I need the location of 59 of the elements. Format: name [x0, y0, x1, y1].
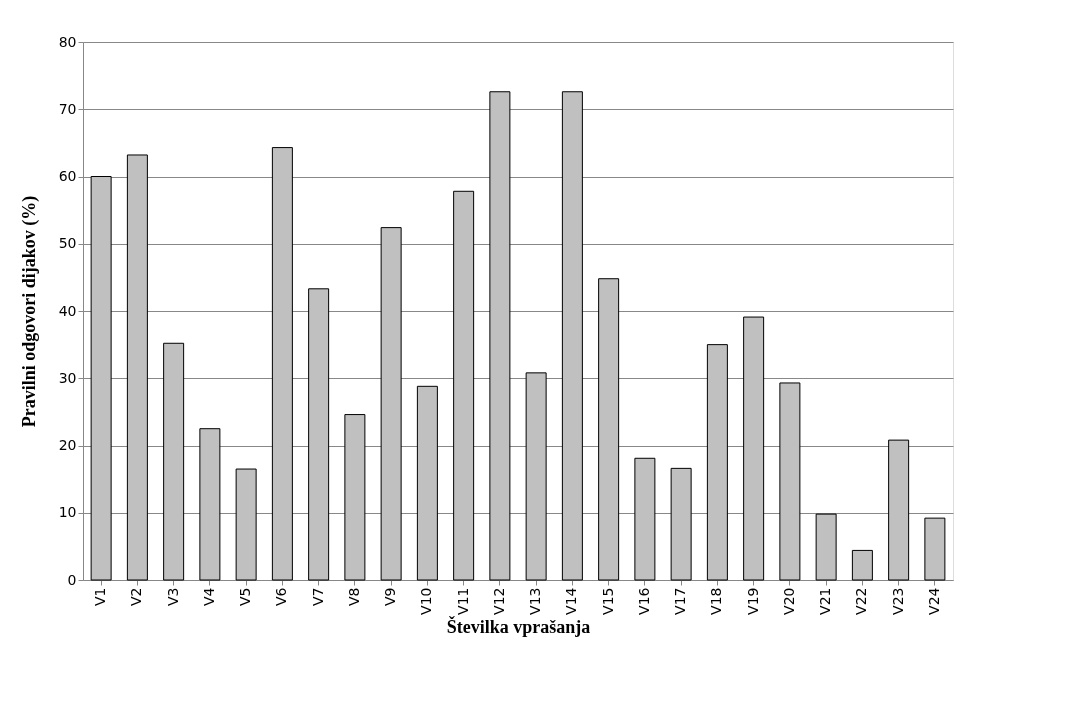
x-tick-label: V4 [200, 587, 217, 606]
x-tick-label: V8 [345, 587, 362, 606]
x-tick-label: V5 [237, 587, 254, 606]
x-tick-label: V2 [128, 587, 145, 606]
x-tick-label: V24 [925, 587, 942, 615]
x-tick-label: V10 [418, 587, 435, 615]
bar [634, 457, 656, 581]
x-tick-label: V7 [309, 587, 326, 606]
x-tick-label: V6 [273, 587, 290, 606]
y-tick-label: 50 [58, 235, 77, 252]
bar [815, 513, 837, 581]
y-tick-label: 10 [58, 504, 77, 521]
bar [888, 439, 910, 581]
bar [598, 278, 620, 581]
bar [924, 517, 946, 581]
x-axis-title: Številka vprašanja [446, 615, 591, 637]
x-tick-label: V21 [817, 587, 834, 615]
x-tick-label: V12 [490, 587, 507, 615]
y-tick-label: 0 [67, 571, 77, 588]
bar [561, 91, 583, 581]
bar [163, 342, 185, 581]
bar [271, 147, 293, 581]
x-tick-label: V3 [164, 587, 181, 606]
x-tick-label: V9 [382, 587, 399, 606]
y-tick-label: 20 [58, 437, 77, 453]
x-tick-label: V15 [599, 587, 616, 615]
y-tick-label: 60 [58, 168, 77, 184]
bar [453, 190, 475, 581]
bar [90, 176, 112, 581]
bar [416, 385, 438, 581]
x-tick-label: V17 [672, 587, 689, 615]
x-tick-label: V16 [635, 587, 652, 615]
bar [851, 549, 873, 581]
bar [743, 316, 765, 581]
bar [706, 344, 728, 581]
x-tick-label: V22 [853, 587, 870, 615]
x-tick-label: V20 [780, 587, 797, 615]
bar [235, 468, 257, 581]
bar [489, 91, 511, 581]
x-tick-label: V23 [889, 587, 906, 615]
bar [308, 288, 330, 581]
x-tick-label: V13 [527, 587, 544, 615]
x-tick-label: V19 [744, 587, 761, 615]
bar [525, 372, 547, 581]
bar [344, 414, 366, 581]
x-tick-label: V18 [708, 587, 725, 615]
bar [199, 428, 221, 581]
bar [670, 467, 692, 581]
x-tick-label: V14 [563, 587, 580, 615]
y-axis-title: Pravilni odgovori dijakov (%) [18, 195, 40, 428]
bar [779, 382, 801, 581]
x-tick-label: V1 [92, 587, 109, 606]
y-tick-label: 70 [58, 100, 77, 117]
bar [126, 154, 148, 581]
y-tick-label: 80 [58, 33, 77, 50]
y-tick-label: 30 [58, 369, 77, 386]
bar [380, 227, 402, 581]
x-tick-label: V11 [454, 587, 471, 615]
y-tick-label: 40 [58, 302, 77, 319]
